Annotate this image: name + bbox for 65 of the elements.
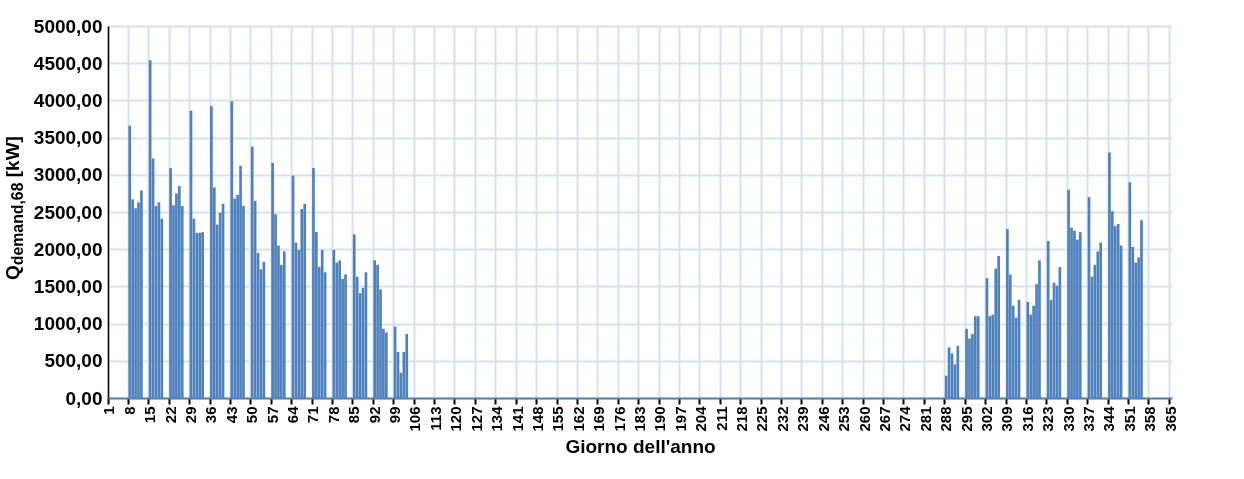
y-tick-label: 1000,00 [33, 313, 103, 335]
x-tick-label: 344 [1100, 405, 1118, 432]
x-tick-label: 176 [610, 406, 628, 432]
x-tick-label: 134 [488, 405, 506, 432]
x-tick-label: 323 [1039, 406, 1057, 432]
x-tick-label: 204 [692, 405, 710, 432]
x-tick-label: 141 [508, 406, 526, 432]
x-tick-label: 351 [1120, 406, 1138, 432]
x-tick-label: 99 [386, 406, 404, 424]
x-tick-label: 1 [100, 406, 118, 415]
x-tick-label: 43 [222, 406, 240, 424]
y-tick-label: 0,00 [65, 387, 103, 409]
x-tick-label: 211 [712, 406, 730, 431]
x-tick-label: 50 [243, 406, 261, 424]
x-tick-label: 162 [569, 406, 587, 432]
x-tick-label: 120 [447, 406, 465, 432]
y-tick-label: 2000,00 [33, 238, 103, 260]
x-axis-title: Giorno dell'anno [565, 435, 716, 457]
x-tick-label: 169 [590, 406, 608, 432]
x-tick-label: 309 [998, 406, 1016, 432]
x-tick-label: 190 [651, 406, 669, 432]
x-tick-label: 288 [937, 406, 955, 432]
x-tick-label: 239 [794, 406, 812, 432]
x-tick-label: 330 [1059, 406, 1077, 432]
x-tick-label: 106 [406, 406, 424, 432]
y-tick-label: 500,00 [44, 350, 103, 372]
y-tick-label: 1500,00 [33, 275, 103, 297]
x-tick-label: 85 [345, 406, 363, 424]
x-tick-label: 113 [426, 406, 444, 431]
x-tick-label: 246 [814, 406, 832, 432]
x-tick-label: 64 [284, 405, 302, 424]
x-tick-label: 253 [835, 406, 853, 432]
x-tick-label: 260 [855, 406, 873, 432]
x-tick-label: 36 [202, 406, 220, 424]
x-tick-label: 197 [671, 406, 689, 432]
x-tick-label: 29 [181, 406, 199, 424]
x-tick-label: 267 [875, 406, 893, 432]
y-tick-label: 4500,00 [33, 52, 103, 74]
x-tick-label: 71 [304, 406, 322, 424]
x-tick-label: 183 [631, 406, 648, 432]
x-tick-label: 232 [773, 406, 791, 432]
x-tick-label: 92 [365, 406, 383, 424]
x-tick-label: 22 [161, 406, 179, 424]
y-tick-label: 3000,00 [33, 164, 103, 186]
x-tick-label: 316 [1018, 406, 1036, 432]
x-tick-label: 15 [141, 406, 159, 424]
x-tick-label: 358 [1141, 406, 1159, 432]
y-tick-label: 5000,00 [33, 15, 103, 37]
x-tick-label: 218 [733, 406, 751, 432]
x-tick-label: 302 [977, 406, 995, 432]
x-tick-label: 8 [120, 406, 138, 415]
x-tick-label: 281 [916, 406, 934, 432]
y-tick-label: 4000,00 [33, 89, 103, 111]
x-tick-label: 57 [263, 406, 281, 424]
x-tick-label: 337 [1080, 406, 1098, 432]
x-tick-label: 155 [549, 406, 567, 432]
x-tick-label: 274 [896, 405, 914, 432]
x-tick-label: 127 [467, 406, 485, 432]
y-tick-label: 2500,00 [33, 201, 103, 223]
x-tick-label: 365 [1161, 406, 1179, 432]
x-tick-label: 295 [957, 406, 975, 432]
x-tick-label: 148 [528, 406, 546, 432]
y-tick-label: 3500,00 [33, 127, 103, 149]
x-tick-label: 78 [324, 406, 342, 424]
x-tick-label: 225 [753, 406, 771, 432]
